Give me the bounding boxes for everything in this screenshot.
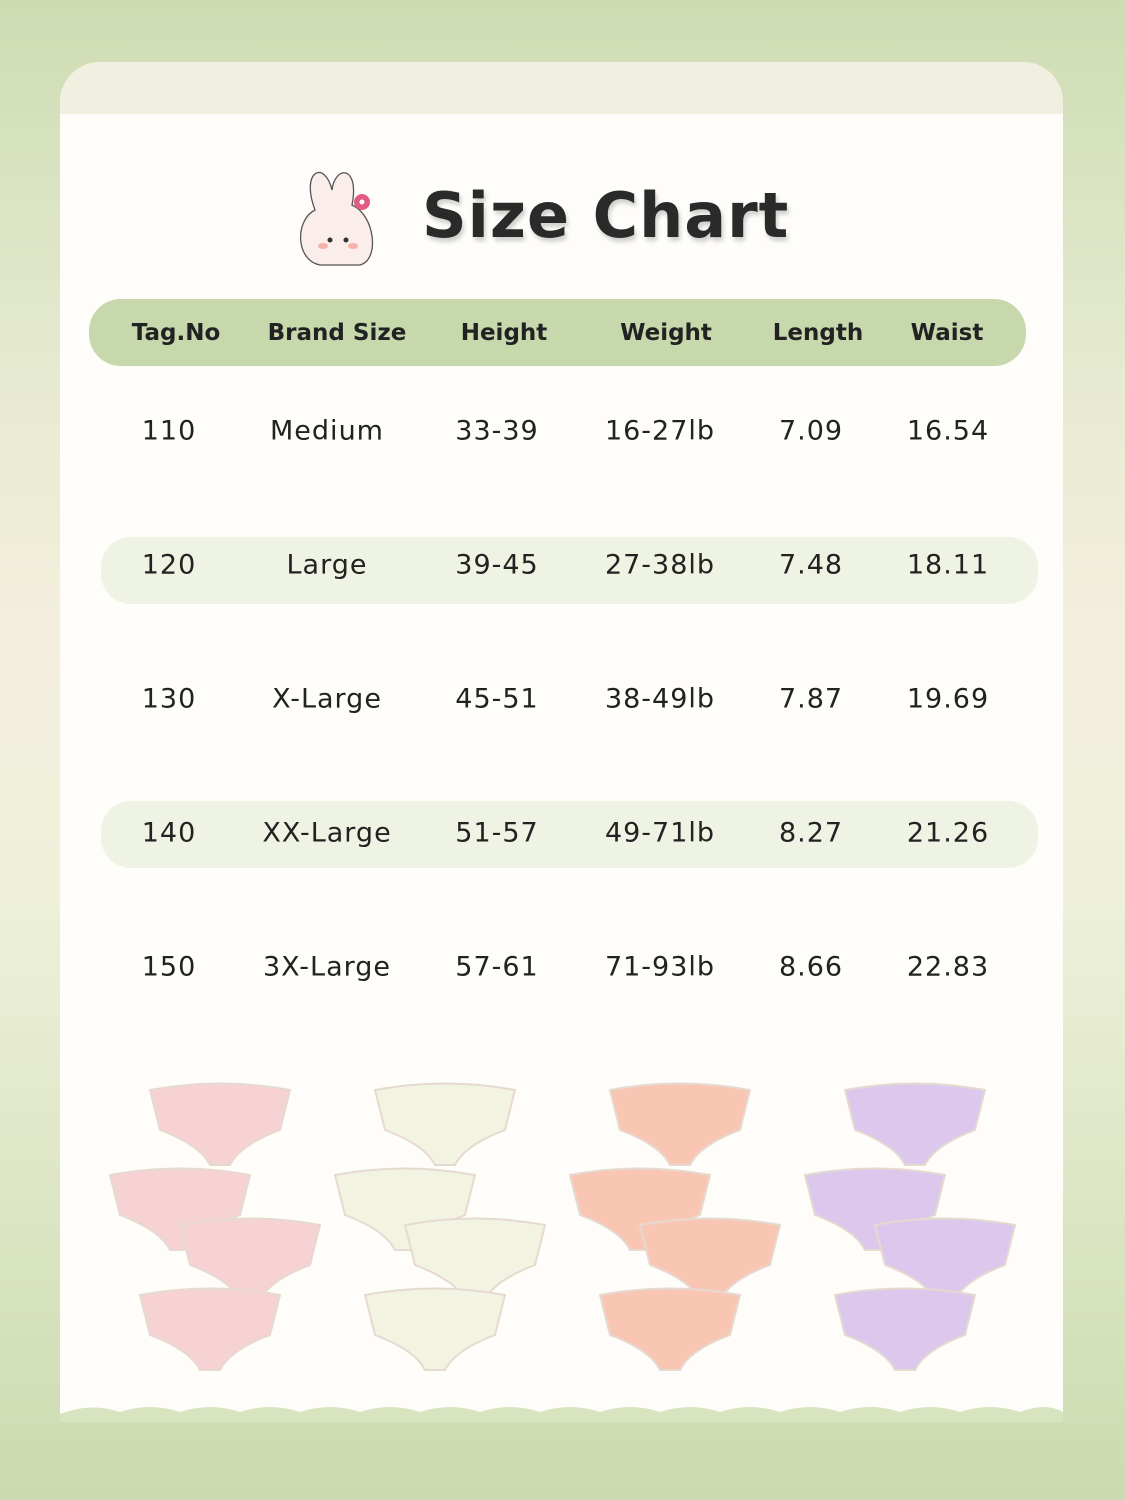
cell-height: 33-39 <box>455 415 539 447</box>
lavender-briefs-set <box>803 1082 1017 1371</box>
header-length: Length <box>772 320 864 346</box>
cell-height: 45-51 <box>455 683 539 715</box>
peach-briefs-set <box>568 1082 782 1371</box>
cell-waist: 19.69 <box>906 683 990 715</box>
brief <box>638 1217 782 1301</box>
cell-waist: 21.26 <box>906 817 990 849</box>
cell-weight: 27-38lb <box>604 549 716 581</box>
bunny-icon <box>299 172 374 266</box>
cell-brand-size: 3X-Large <box>262 951 392 983</box>
brief <box>178 1217 322 1301</box>
cell-waist: 16.54 <box>906 415 990 447</box>
cell-tag-no: 150 <box>141 951 197 983</box>
cell-height: 57-61 <box>455 951 539 983</box>
cream-briefs-set <box>333 1082 547 1371</box>
cell-weight: 16-27lb <box>604 415 716 447</box>
brief <box>373 1082 517 1166</box>
header-waist: Waist <box>910 320 984 346</box>
table-header <box>89 299 1026 366</box>
header-weight: Weight <box>620 320 712 346</box>
brief <box>138 1287 282 1371</box>
cell-weight: 49-71lb <box>604 817 716 849</box>
brief <box>403 1217 547 1301</box>
brief <box>843 1082 987 1166</box>
brief <box>833 1287 977 1371</box>
cell-brand-size: Medium <box>270 415 384 447</box>
cell-tag-no: 110 <box>141 415 197 447</box>
header-brand-size: Brand Size <box>267 320 407 346</box>
cell-waist: 18.11 <box>906 549 990 581</box>
cell-brand-size: XX-Large <box>262 817 392 849</box>
title-area: Size Chart <box>290 160 789 270</box>
cell-height: 51-57 <box>455 817 539 849</box>
cell-length: 7.87 <box>778 683 844 715</box>
cell-tag-no: 120 <box>141 549 197 581</box>
cell-length: 8.27 <box>778 817 844 849</box>
row-stripe <box>101 801 1038 868</box>
cell-tag-no: 130 <box>141 683 197 715</box>
cell-waist: 22.83 <box>906 951 990 983</box>
brief <box>363 1287 507 1371</box>
page-title: Size Chart <box>422 178 790 252</box>
header-tag-no: Tag.No <box>131 320 221 346</box>
cell-length: 7.09 <box>778 415 844 447</box>
cell-length: 7.48 <box>778 549 844 581</box>
cell-brand-size: Large <box>286 549 368 581</box>
cell-height: 39-45 <box>455 549 539 581</box>
cell-weight: 38-49lb <box>604 683 716 715</box>
cell-weight: 71-93lb <box>604 951 716 983</box>
scallop-edge <box>60 92 1063 113</box>
cell-tag-no: 140 <box>141 817 197 849</box>
header-height: Height <box>460 320 548 346</box>
cell-length: 8.66 <box>778 951 844 983</box>
brief <box>148 1082 292 1166</box>
bottom-scallop-edge <box>60 1407 1063 1422</box>
cell-brand-size: X-Large <box>272 683 382 715</box>
pink-briefs-set <box>108 1082 322 1371</box>
brief <box>873 1217 1017 1301</box>
brief <box>608 1082 752 1166</box>
row-stripe <box>101 537 1038 604</box>
brief <box>598 1287 742 1371</box>
